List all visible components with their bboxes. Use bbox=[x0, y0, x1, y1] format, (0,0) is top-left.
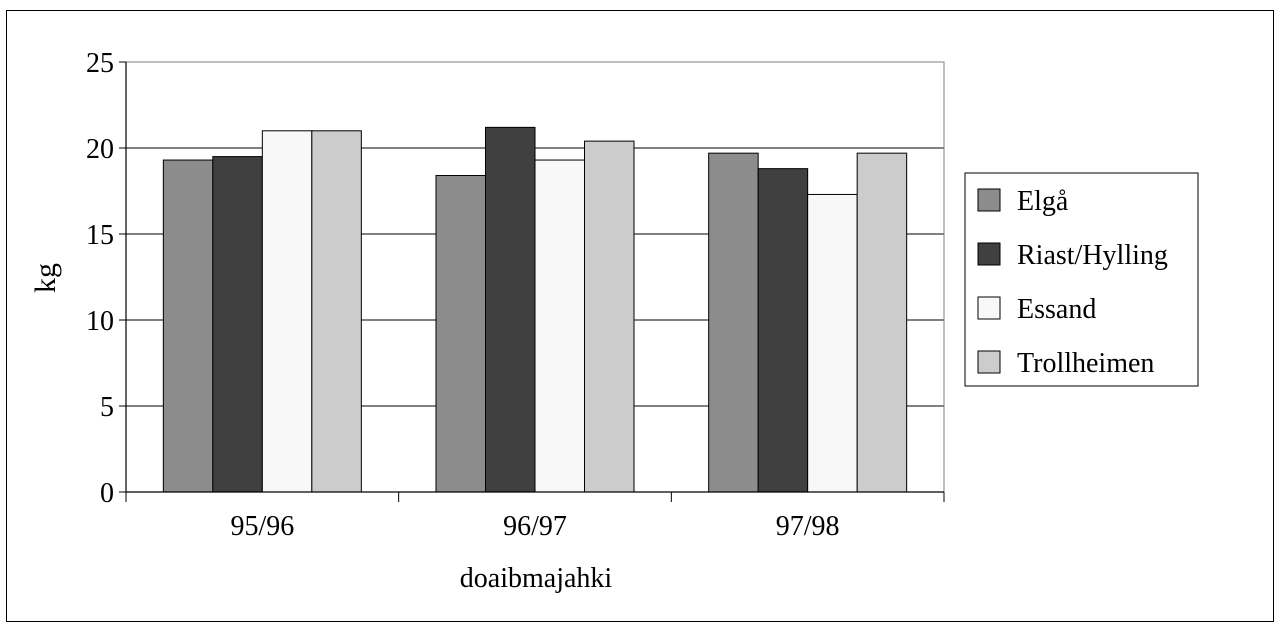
y-tick-label: 5 bbox=[100, 392, 114, 423]
bar-riast-hylling-95-96 bbox=[212, 156, 263, 493]
legend-label: Elgå bbox=[1017, 186, 1069, 217]
y-axis-label: kg bbox=[29, 263, 62, 293]
y-tick-label: 20 bbox=[86, 134, 114, 165]
legend-label: Essand bbox=[1017, 294, 1096, 325]
legend-swatch bbox=[977, 188, 1001, 212]
x-tick-label: 96/97 bbox=[503, 511, 567, 542]
y-tick-label: 25 bbox=[86, 48, 114, 79]
legend-swatch bbox=[977, 350, 1001, 374]
bar-elg--97-98 bbox=[708, 152, 759, 493]
legend: Elgå Riast/Hylling Essand Trollheimen bbox=[964, 172, 1199, 387]
legend-label: Riast/Hylling bbox=[1017, 240, 1168, 271]
y-tick-label: 0 bbox=[100, 478, 114, 509]
bar-essand-96-97 bbox=[534, 159, 585, 493]
y-tick-label: 10 bbox=[86, 306, 114, 337]
axes: 0 5 10 15 20 25 95/96 96/97 97/98 bbox=[86, 48, 945, 542]
x-axis-label: doaibmajahki bbox=[460, 563, 613, 594]
bar-essand-95-96 bbox=[261, 130, 313, 493]
bar-essand-97-98 bbox=[807, 193, 858, 493]
bars bbox=[162, 126, 908, 493]
legend-swatch bbox=[977, 242, 1001, 266]
bar-elg--95-96 bbox=[162, 159, 214, 493]
x-tick-label: 97/98 bbox=[776, 511, 840, 542]
legend-swatch bbox=[977, 296, 1001, 320]
y-tick-label: 15 bbox=[86, 220, 114, 251]
bar-trollheimen-95-96 bbox=[311, 130, 362, 493]
bar-trollheimen-96-97 bbox=[584, 140, 635, 493]
bar-riast-hylling-96-97 bbox=[485, 126, 536, 493]
legend-label: Trollheimen bbox=[1017, 348, 1154, 379]
x-tick-label: 95/96 bbox=[230, 511, 294, 542]
bar-elg--96-97 bbox=[435, 175, 486, 493]
bar-riast-hylling-97-98 bbox=[757, 168, 809, 493]
bar-trollheimen-97-98 bbox=[856, 152, 908, 493]
legend-box bbox=[964, 172, 1199, 387]
